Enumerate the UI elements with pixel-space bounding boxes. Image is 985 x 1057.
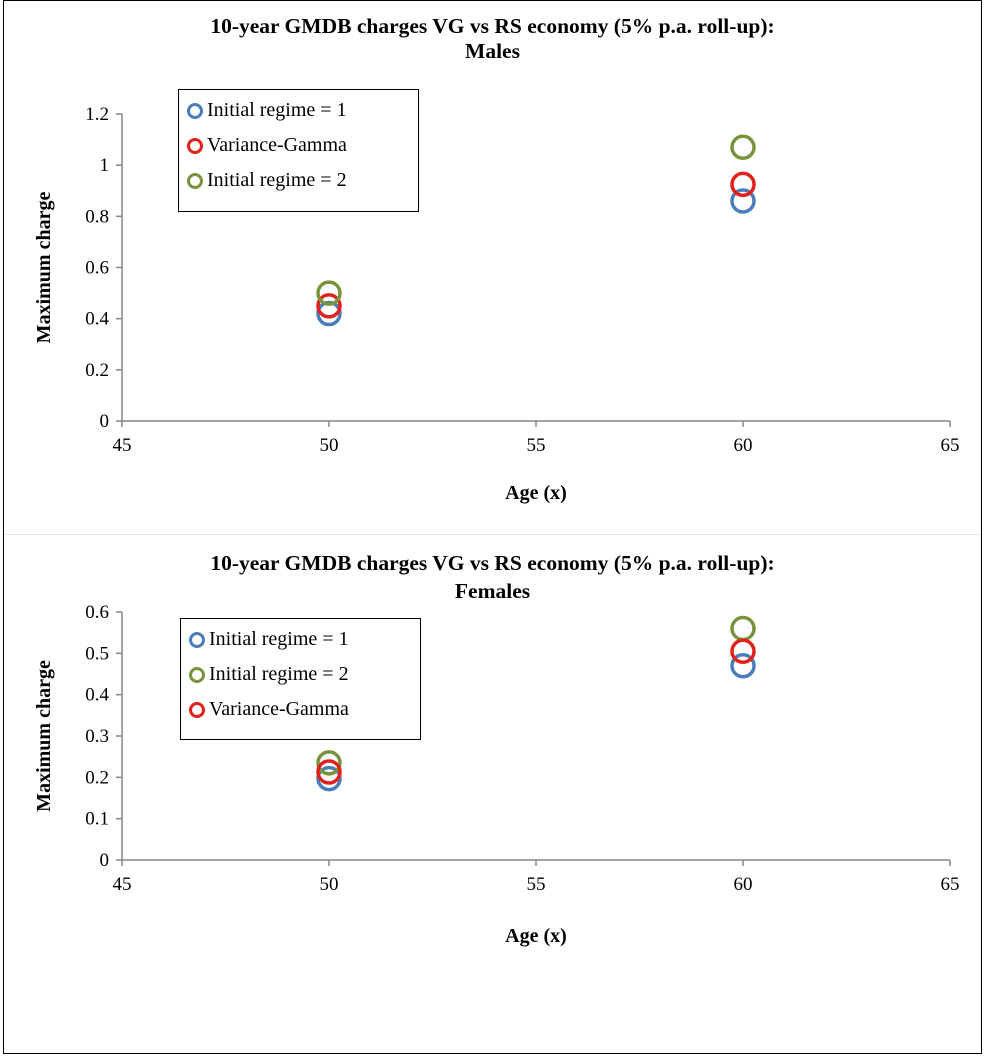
y-tick-label: 0.2	[85, 360, 109, 381]
y-tick-label: 0	[100, 850, 110, 871]
x-axis-title: Age (x)	[505, 925, 567, 947]
legend-marker-icon	[189, 701, 205, 718]
data-point	[316, 759, 342, 785]
y-tick-label: 1.2	[85, 104, 109, 125]
legend-item: Initial regime = 1	[187, 93, 410, 128]
data-point	[730, 615, 756, 642]
y-axis-title: Maximum charge	[33, 192, 55, 344]
y-tick-label: 0.1	[85, 809, 109, 830]
females-chart-panel: 10-year GMDB charges VG vs RS economy (5…	[0, 535, 985, 1054]
y-axis-title: Maximum charge	[33, 660, 55, 812]
legend-label: Initial regime = 1	[207, 99, 347, 121]
x-tick-label: 55	[527, 874, 546, 895]
legend-marker-icon	[189, 666, 205, 683]
legend-label: Initial regime = 2	[207, 169, 347, 191]
data-point	[730, 638, 756, 665]
legend-item: Variance-Gamma	[187, 128, 410, 163]
chart-legend: Initial regime = 1 Variance-Gamma Initial …	[178, 89, 419, 212]
y-tick-label: 0.2	[85, 767, 109, 788]
x-tick-label: 60	[734, 874, 753, 895]
x-tick-label: 60	[734, 435, 753, 456]
data-point	[316, 750, 342, 776]
chart-title-line2: Males	[465, 39, 520, 63]
panel-divider	[4, 534, 981, 535]
legend-label: Variance-Gamma	[209, 698, 349, 720]
x-axis-title: Age (x)	[505, 482, 567, 504]
x-tick-label: 45	[113, 874, 132, 895]
data-point	[730, 188, 756, 214]
x-tick-label: 55	[527, 435, 546, 456]
males-chart-panel: 10-year GMDB charges VG vs RS economy (5…	[33, 14, 960, 504]
y-tick-label: 0.3	[85, 726, 109, 747]
legend-marker-icon	[189, 631, 205, 648]
legend-item: Variance-Gamma	[189, 692, 412, 727]
y-tick-label: 0.5	[85, 643, 109, 664]
data-point	[316, 293, 342, 319]
legend-marker-icon	[187, 102, 203, 119]
x-tick-label: 50	[320, 435, 339, 456]
x-tick-label: 65	[941, 874, 960, 895]
data-point	[730, 652, 756, 679]
data-point	[730, 171, 756, 198]
females-chart-svg: 0 0.1 0.2 0.3 0.4 0.5 0.6 45 50 55 60 65 Age (x) Maxi…	[33, 602, 960, 947]
legend-label: Variance-Gamma	[207, 134, 347, 156]
legend-item: Initial regime = 2	[187, 163, 410, 198]
y-tick-label: 0.6	[85, 602, 109, 623]
x-tick-label: 45	[113, 435, 132, 456]
legend-marker-icon	[187, 172, 203, 189]
x-tick-label: 65	[941, 435, 960, 456]
y-tick-label: 1	[100, 155, 110, 176]
y-tick-label: 0.6	[85, 258, 109, 279]
data-point	[316, 280, 342, 306]
legend-item: Initial regime = 2	[189, 657, 412, 692]
legend-item: Initial regime = 1	[189, 622, 412, 657]
data-point	[316, 765, 342, 792]
y-tick-label: 0.4	[85, 685, 109, 706]
y-tick-label: 0.4	[85, 309, 109, 330]
data-point	[730, 134, 756, 161]
x-tick-label: 50	[320, 874, 339, 895]
chart-legend: Initial regime = 1 Initial regime = 2 Vari…	[180, 618, 421, 740]
legend-marker-icon	[187, 137, 203, 154]
chart-title-line1: 10-year GMDB charges VG vs RS economy (5…	[210, 14, 775, 38]
legend-label: Initial regime = 2	[209, 663, 349, 685]
y-tick-label: 0.8	[85, 206, 109, 227]
figure-frame	[3, 0, 982, 1054]
y-tick-label: 0	[100, 411, 110, 432]
chart-title-line2: Females	[454, 579, 531, 603]
males-chart-svg: 0 0.2 0.4 0.6 0.8 1 1.2 45 50 55 60 65 Age (x) Maximu…	[33, 104, 960, 504]
legend-label: Initial regime = 1	[209, 628, 349, 650]
chart-title-line1: 10-year GMDB charges VG vs RS economy (5…	[210, 551, 775, 575]
